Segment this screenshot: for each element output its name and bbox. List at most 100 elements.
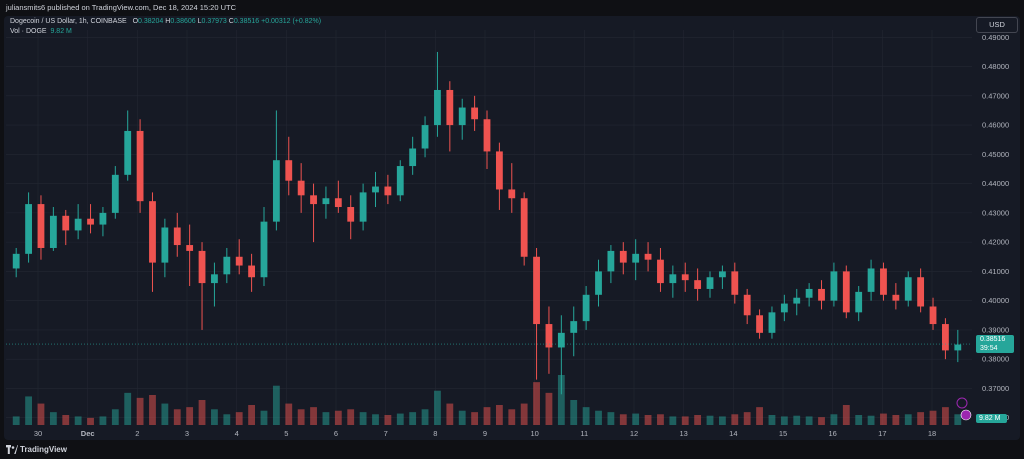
candle-body <box>595 271 602 295</box>
volume-bar <box>483 407 491 425</box>
candle-body <box>37 204 45 248</box>
volume-bar <box>570 400 578 425</box>
volume-bar <box>49 412 57 425</box>
candle-body <box>421 125 429 149</box>
flag-marker-icon[interactable] <box>960 409 972 421</box>
volume-bar <box>793 415 801 425</box>
volume-bar <box>867 415 875 425</box>
volume-bar <box>768 415 776 425</box>
ohlc-row: Dogecoin / US Dollar, 1h, COINBASE O0.38… <box>10 17 321 27</box>
candle-body <box>917 277 925 307</box>
volume-bar <box>657 414 664 425</box>
published-caption: juliansmits6 published on TradingView.co… <box>0 0 1024 16</box>
volume-bar <box>743 412 751 425</box>
symbol-label[interactable]: Dogecoin / US Dollar, 1h, COINBASE <box>10 18 127 25</box>
volume-bar <box>917 412 925 425</box>
time-axis-tick-18: 18 <box>928 429 936 438</box>
time-axis-tick-14: 14 <box>729 429 737 438</box>
price-axis-tick-1: 0.48000 <box>982 62 1009 71</box>
candlestick-chart[interactable]: 0.49000 0.48000 0.47000 0.46000 0.45000 0.440… <box>0 0 1024 440</box>
candle-body <box>632 253 640 263</box>
volume-bar <box>211 409 218 425</box>
volume-bar <box>818 417 825 425</box>
candle-body <box>384 186 392 196</box>
candle-body <box>818 288 825 301</box>
candle-body <box>830 271 838 301</box>
volume-bar <box>260 410 268 425</box>
chart-legend: Dogecoin / US Dollar, 1h, COINBASE O0.38… <box>10 17 321 37</box>
volume-row: Vol · DOGE 9.82 M <box>10 27 321 37</box>
volume-bar <box>458 410 466 425</box>
volume-bar <box>136 397 144 425</box>
volume-bar <box>25 396 32 425</box>
volume-bar <box>124 392 132 425</box>
candle-body <box>533 256 540 325</box>
volume-bar <box>310 407 317 425</box>
tradingview-logo-icon[interactable] <box>6 445 18 454</box>
price-axis-tick-2: 0.47000 <box>982 91 1009 100</box>
candle-body <box>904 277 912 301</box>
volume-bar <box>272 385 280 425</box>
candle-body <box>25 204 32 254</box>
volume-bar <box>694 415 702 425</box>
candle-body <box>743 294 751 316</box>
volume-bar <box>87 417 94 425</box>
candle-body <box>396 166 404 196</box>
candle-body <box>793 297 801 304</box>
volume-bar <box>842 405 850 425</box>
time-axis-tick-15: 15 <box>779 429 787 438</box>
volume-bar <box>508 409 516 425</box>
candle-body <box>62 215 70 231</box>
candle-body <box>49 215 57 248</box>
volume-bar <box>111 409 119 425</box>
volume-bar <box>520 403 528 425</box>
event-marker-icon[interactable] <box>956 397 968 409</box>
candle-body <box>570 321 578 333</box>
volume-bar <box>161 403 169 425</box>
candle-body <box>582 294 590 322</box>
volume-bar <box>582 407 590 425</box>
price-axis-tick-5: 0.44000 <box>982 179 1009 188</box>
open-label: O <box>132 18 139 25</box>
price-axis-tick-6: 0.43000 <box>982 208 1009 217</box>
candle-body <box>186 245 194 251</box>
volume-bar <box>954 414 962 425</box>
price-axis-tick-9: 0.40000 <box>982 296 1009 305</box>
candle-body <box>483 119 491 152</box>
candle-body <box>310 195 317 205</box>
volume-bar <box>780 416 788 425</box>
volume-bar <box>421 409 429 425</box>
volume-bar <box>495 405 503 425</box>
volume-bar <box>892 415 900 425</box>
candle-body <box>520 198 528 257</box>
candle-body <box>87 218 94 225</box>
candle-body <box>446 89 454 126</box>
open-value: 0.38204 <box>138 18 164 25</box>
volume-bar <box>718 416 726 425</box>
volume-bar <box>533 382 540 425</box>
candle-body <box>173 227 181 246</box>
volume-label[interactable]: Vol · DOGE <box>10 28 47 35</box>
time-axis-tick-16: 16 <box>828 429 836 438</box>
volume-bar <box>607 412 615 425</box>
candle-body <box>347 207 355 222</box>
volume-bar <box>706 415 714 425</box>
volume-bar <box>359 412 367 425</box>
volume-bar <box>149 395 156 425</box>
candle-body <box>74 218 82 231</box>
candle-body <box>880 268 887 295</box>
chart-panel[interactable] <box>4 16 1020 440</box>
currency-button[interactable]: USD <box>976 17 1018 33</box>
candle-body <box>681 274 689 281</box>
volume-bar <box>929 410 937 425</box>
time-axis-tick-17: 17 <box>878 429 886 438</box>
time-axis-tick-0: 30 <box>34 429 42 438</box>
volume-bar <box>557 375 565 425</box>
candle-body <box>718 271 726 278</box>
candle-body <box>731 271 739 295</box>
last-price-tag: 0.38516 39:54 <box>976 335 1014 354</box>
footer-brand[interactable]: TradingView <box>20 445 67 454</box>
volume-bar <box>99 416 107 425</box>
volume-bar <box>669 416 677 425</box>
candle-body <box>124 130 132 175</box>
